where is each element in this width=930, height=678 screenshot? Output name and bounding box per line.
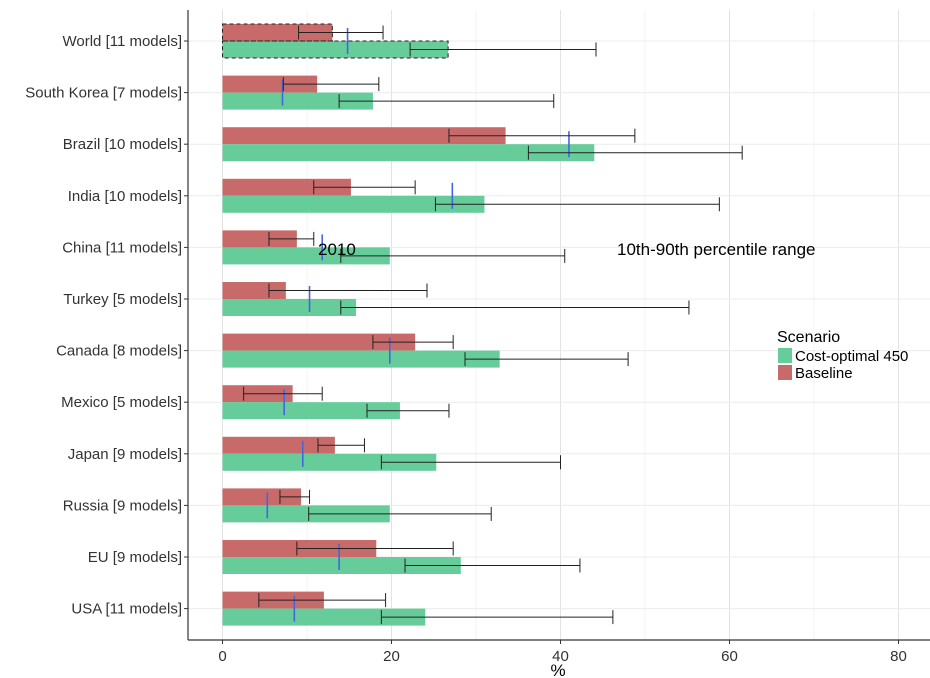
bar-baseline-russia	[222, 488, 302, 506]
bar-cost-optimal-world	[222, 41, 449, 58]
errorbar-cost-optimal-turkey	[340, 300, 690, 315]
legend-label-baseline: Baseline	[795, 365, 853, 382]
bar-cost-optimal-china	[222, 247, 390, 265]
errorbar-cost-optimal-japan	[380, 455, 561, 470]
bar-baseline-japan	[222, 436, 335, 454]
x-tick-label: 40	[552, 648, 569, 665]
x-tick-label: 80	[890, 648, 907, 665]
bar-cost-optimal-canada	[222, 350, 500, 368]
errorbar-cost-optimal-eu	[404, 558, 581, 573]
category-label-usa: USA [11 models]	[71, 601, 182, 618]
errorbar-baseline-japan	[317, 438, 365, 453]
bar-cost-optimal-india	[222, 195, 485, 213]
bar-cost-optimal-japan	[222, 453, 437, 471]
x-tick-label: 20	[383, 648, 400, 665]
x-axis-title: %	[550, 661, 565, 678]
category-label-japan: Japan [9 models]	[68, 446, 182, 463]
errorbar-baseline-china	[268, 231, 315, 246]
errorbar-cost-optimal-south-korea	[338, 94, 555, 109]
reference-2010-markers	[266, 28, 570, 622]
errorbar-baseline-usa	[258, 593, 387, 608]
errorbar-cost-optimal-china	[340, 248, 566, 263]
annotation-percentile-range: 10th-90th percentile range	[617, 240, 815, 259]
errorbar-cost-optimal-india	[434, 197, 720, 212]
errorbar-baseline-mexico	[243, 386, 323, 401]
category-labels: World [11 models] South Korea [7 models] B…	[25, 33, 188, 618]
x-tick-label: 60	[721, 648, 738, 665]
category-label-china: China [11 models]	[62, 239, 182, 256]
category-label-brazil: Brazil [10 models]	[63, 136, 182, 153]
errorbar-cost-optimal-russia	[308, 506, 492, 521]
errorbar-cost-optimal-brazil	[527, 145, 743, 160]
bar-baseline-brazil	[222, 127, 506, 145]
errorbar-baseline-world	[298, 25, 384, 40]
x-tick-label: 0	[218, 648, 226, 665]
category-label-world: World [11 models]	[63, 33, 183, 50]
axes	[187, 10, 930, 641]
bar-baseline-world	[222, 24, 333, 41]
legend: Scenario Cost-optimal 450 Baseline	[777, 329, 908, 382]
bar-baseline-india	[222, 178, 351, 196]
errorbar-cost-optimal-canada	[464, 352, 629, 367]
legend-swatch-cost-optimal-450	[778, 348, 792, 363]
error-bars	[243, 25, 743, 625]
x-tick-labels: 0 20 40 60 80	[218, 640, 907, 665]
bar-cost-optimal-brazil	[222, 144, 595, 162]
bar-baseline-south-korea	[222, 75, 318, 93]
errorbar-baseline-canada	[372, 335, 454, 350]
bar-cost-optimal-usa	[222, 608, 426, 626]
bar-cost-optimal-mexico	[222, 402, 400, 420]
bars	[222, 23, 595, 626]
errorbar-cost-optimal-world	[409, 42, 597, 57]
bar-cost-optimal-eu	[222, 557, 461, 574]
legend-label-cost-optimal-450: Cost-optimal 450	[795, 348, 908, 365]
category-label-india: India [10 models]	[68, 188, 182, 205]
category-label-russia: Russia [9 models]	[63, 497, 182, 514]
errorbar-baseline-russia	[279, 489, 311, 504]
bar-baseline-china	[222, 230, 297, 248]
category-label-canada: Canada [8 models]	[56, 343, 182, 360]
errorbar-baseline-brazil	[448, 128, 636, 143]
errorbar-cost-optimal-usa	[380, 610, 614, 625]
errorbar-cost-optimal-mexico	[366, 403, 450, 418]
bar-baseline-canada	[222, 333, 416, 351]
category-label-south-korea: South Korea [7 models]	[25, 85, 182, 102]
legend-title: Scenario	[777, 329, 840, 346]
category-label-mexico: Mexico [5 models]	[61, 394, 182, 411]
category-label-eu: EU [9 models]	[88, 549, 182, 566]
errorbar-baseline-india	[313, 180, 416, 195]
bar-cost-optimal-south-korea	[222, 92, 373, 110]
category-label-turkey: Turkey [5 models]	[63, 291, 182, 308]
highlight-outline-baseline	[222, 23, 333, 42]
legend-swatch-baseline	[778, 365, 792, 380]
bar-baseline-turkey	[222, 282, 286, 299]
bar-cost-optimal-russia	[222, 505, 390, 523]
errorbar-baseline-south-korea	[282, 77, 380, 92]
errorbar-baseline-turkey	[268, 283, 428, 298]
bar-cost-optimal-turkey	[222, 299, 357, 316]
errorbar-baseline-eu	[296, 541, 454, 556]
annotation-2010: 2010	[318, 240, 356, 259]
